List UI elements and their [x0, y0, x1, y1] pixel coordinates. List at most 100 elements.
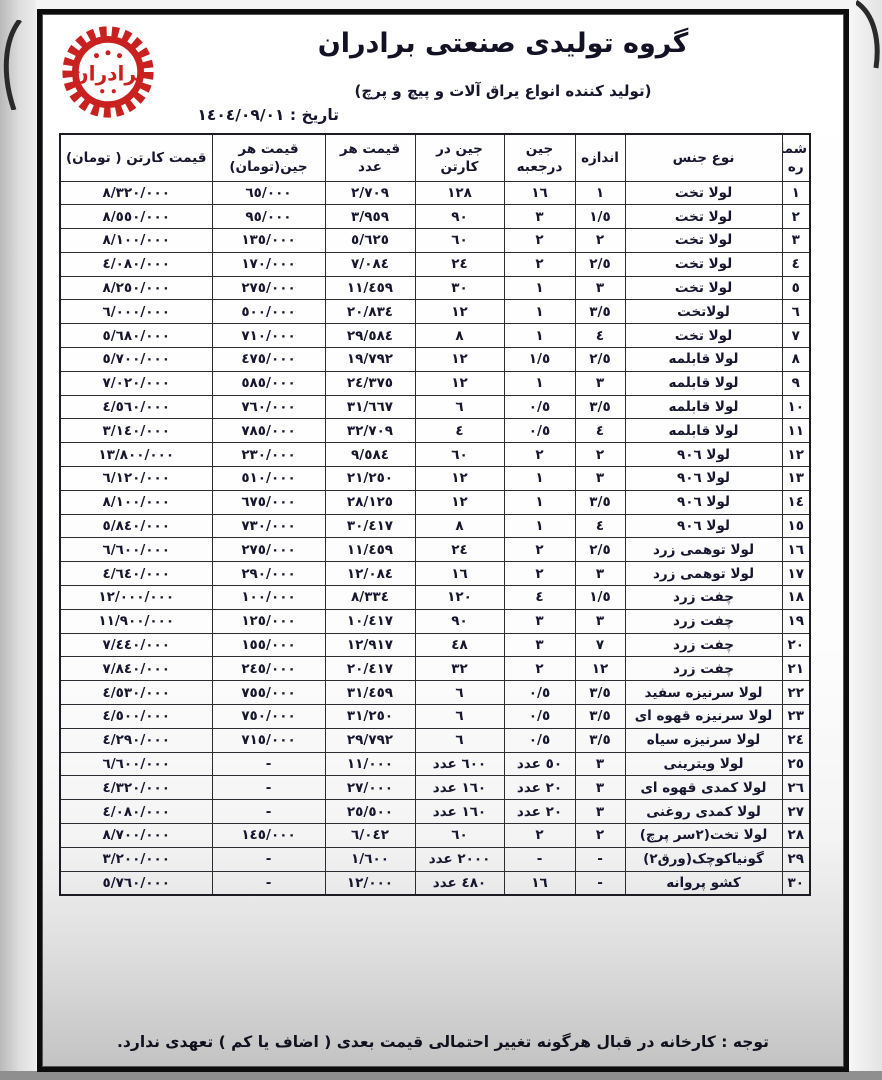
cell-name: لولا تخت(٢سر پرچ) [624, 823, 783, 848]
cell-dozen_price: - [211, 846, 326, 872]
cell-carton: ١٢ [414, 370, 505, 396]
cell-name: لولا تخت [624, 251, 783, 277]
cell-dozen_price: ٧٨٥/٠٠٠ [211, 418, 326, 444]
cell-name: لولا توهمی زرد [624, 537, 783, 563]
cell-unit_price: ٢٠/٤١٧ [324, 656, 416, 682]
cell-unit_price: ١١/٤٥٩ [324, 275, 416, 301]
cell-carton: ٦ [414, 704, 505, 729]
cell-no: ٦ [781, 299, 811, 325]
cell-carton: ١٢ [414, 347, 505, 372]
cell-box: ١/٥ [503, 347, 576, 372]
cell-carton_price: ٧/٠٢٠/٠٠٠ [59, 370, 213, 396]
table-row: ٦ لولاتخت ٣/٥ ١ ١٢ ٢٠/٨٣٤ ٥٠٠/٠٠٠ ٦/٠٠٠/٠٠٠ [59, 299, 811, 325]
cell-size: ٧ [574, 632, 626, 658]
cell-box: ٢ [503, 823, 576, 848]
cell-name: لولا تخت [624, 204, 783, 230]
cell-unit_price: ٣١/٢٥٠ [324, 704, 416, 729]
cell-name: لولا ٩٠٦ [624, 489, 783, 515]
cell-box: ٢ [503, 561, 576, 587]
date: تاریخ : ١٤٠٤/٠٩/٠١ [197, 106, 339, 124]
table-row: ٢١ چفت زرد ١٢ ٢ ٣٢ ٢٠/٤١٧ ٢٤٥/٠٠٠ ٧/٨٤٠/٠٠٠ [59, 656, 811, 682]
cell-dozen_price: ٤٧٥/٠٠٠ [211, 347, 326, 372]
cell-box: ١ [503, 466, 576, 491]
cell-size: ٤ [574, 513, 626, 539]
cell-dozen_price: ١٠٠/٠٠٠ [211, 585, 326, 610]
cell-no: ٢٣ [781, 704, 811, 729]
cell-no: ٨ [781, 347, 811, 372]
table-row: ٢٥ لولا ویترینی ٣ ٥٠ عدد ٦٠٠ عدد ١١/٠٠٠-٦/٦٠٠… [59, 751, 811, 777]
cell-unit_price: ١١/٠٠٠ [324, 751, 416, 777]
cell-size: ٣ [574, 561, 626, 587]
cell-name: لولا تخت [624, 228, 783, 253]
cell-unit_price: ٣١/٦٦٧ [324, 394, 416, 420]
cell-box: ٠/٥ [503, 727, 576, 753]
cell-no: ١٦ [781, 537, 811, 563]
cell-carton: ٦ [414, 680, 505, 706]
cell-name: لولا سرنیزه قهوه ای [624, 704, 783, 729]
cell-size: ٣ [574, 775, 626, 801]
table-row: ٢٠ چفت زرد ٧ ٣ ٤٨ ١٢/٩١٧ ١٥٥/٠٠٠ ٧/٤٤٠/٠٠٠ [59, 632, 811, 658]
cell-size: ٣ [574, 751, 626, 777]
cell-box: ١٦ [503, 870, 576, 896]
cell-no: ١ [781, 180, 811, 206]
cell-box: ٥٠ عدد [503, 751, 576, 777]
cell-no: ١٥ [781, 513, 811, 539]
footer-note: توجه : کارخانه در قبال هرگونه تغییر احتم… [117, 1033, 769, 1051]
cell-dozen_price: ٧٥٥/٠٠٠ [211, 680, 326, 706]
cell-carton: ٢٠٠٠ عدد [414, 846, 505, 872]
cell-name: چفت زرد [624, 608, 783, 634]
cell-carton_price: ٥/٨٤٠/٠٠٠ [59, 513, 213, 539]
table-row: ٢٨ لولا تخت(٢سر پرچ) ٢ ٢ ٦٠ ٦/٠٤٢ ١٤٥/٠٠٠ ٨/٧٠٠… [59, 823, 811, 848]
cell-carton_price: ٤/٢٩٠/٠٠٠ [59, 727, 213, 753]
cell-carton: ٤٨٠ عدد [414, 870, 505, 896]
cell-carton_price: ٤/٥٦٠/٠٠٠ [59, 394, 213, 420]
cell-unit_price: ٢٩/٧٩٢ [324, 727, 416, 753]
cell-box: ٤ [503, 585, 576, 610]
cell-size: ٢/٥ [574, 251, 626, 277]
cell-name: لولا قابلمه [624, 394, 783, 420]
cell-carton: ١٢٨ [414, 180, 505, 206]
table-row: ٨ لولا قابلمه ٢/٥ ١/٥ ١٢ ١٩/٧٩٢ ٤٧٥/٠٠٠ ٥/٧٠٠/٠… [59, 347, 811, 372]
cell-name: چفت زرد [624, 656, 783, 682]
cell-size: ٣/٥ [574, 704, 626, 729]
cell-name: لولا سرنیزه سفید [624, 680, 783, 706]
cell-unit_price: ٢٩/٥٨٤ [324, 323, 416, 349]
cell-carton: ٨ [414, 513, 505, 539]
cell-carton: ١٢ [414, 299, 505, 325]
cell-carton_price: ٦/١٢٠/٠٠٠ [59, 466, 213, 491]
photo-edge-right [850, 0, 882, 1080]
table-row: ٥ لولا تخت ٣ ١ ٣٠ ١١/٤٥٩ ٢٧٥/٠٠٠ ٨/٢٥٠/٠٠٠ [59, 275, 811, 301]
cell-carton: ٦٠ [414, 442, 505, 468]
table-row: ١٢ لولا ٩٠٦ ٢ ٢ ٦٠ ٩/٥٨٤ ٢٣٠/٠٠٠ ١٣/٨٠٠/٠٠٠ [59, 442, 811, 468]
cell-box: - [503, 846, 576, 872]
column-header-no: شما ره [781, 133, 811, 182]
cell-no: ١٢ [781, 442, 811, 468]
cell-box: ٣ [503, 608, 576, 634]
cell-unit_price: ١٢/٠٨٤ [324, 561, 416, 587]
cell-name: لولا قابلمه [624, 347, 783, 372]
table-row: ٢٤ لولا سرنیزه سیاه ٣/٥ ٠/٥ ٦ ٢٩/٧٩٢ ٧١٥/٠٠٠ ٤/… [59, 727, 811, 753]
cell-carton_price: ٧/٤٤٠/٠٠٠ [59, 632, 213, 658]
page-subtitle: (تولید کننده انواع یراق آلات و پیچ و پرچ… [354, 82, 652, 100]
cell-box: ٠/٥ [503, 418, 576, 444]
column-header-box: جین درجعبه [503, 133, 576, 182]
cell-carton: ٦ [414, 394, 505, 420]
cell-no: ٤ [781, 251, 811, 277]
cell-carton: ٩٠ [414, 608, 505, 634]
photo-edge-bottom [0, 1071, 882, 1080]
cell-box: ٠/٥ [503, 680, 576, 706]
cell-dozen_price: ٥١٠/٠٠٠ [211, 466, 326, 491]
cell-no: ٣٠ [781, 870, 811, 896]
cell-carton_price: ٨/٣٢٠/٠٠٠ [59, 180, 213, 206]
cell-carton_price: ٦/٠٠٠/٠٠٠ [59, 299, 213, 325]
cell-dozen_price: ٧٦٠/٠٠٠ [211, 394, 326, 420]
cell-box: ٣ [503, 632, 576, 658]
cell-unit_price: ١٢/٩١٧ [324, 632, 416, 658]
cell-carton_price: ٥/٧٠٠/٠٠٠ [59, 347, 213, 372]
column-header-carton: جین در کارتن [414, 133, 505, 182]
cell-carton_price: ٨/٥٥٠/٠٠٠ [59, 204, 213, 230]
cell-no: ١٧ [781, 561, 811, 587]
cell-no: ٢١ [781, 656, 811, 682]
cell-carton: ١٦٠ عدد [414, 775, 505, 801]
cell-size: ٣ [574, 370, 626, 396]
